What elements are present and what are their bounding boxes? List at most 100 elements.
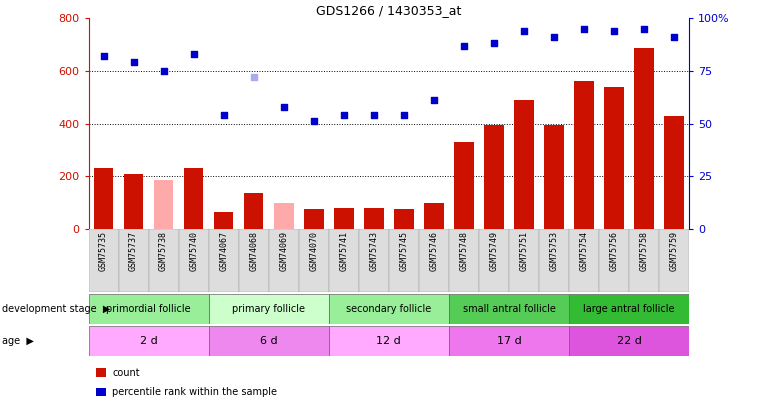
Bar bbox=[329, 294, 449, 324]
Text: 12 d: 12 d bbox=[377, 336, 401, 346]
Bar bbox=[304, 209, 323, 229]
Bar bbox=[539, 229, 569, 292]
Point bbox=[248, 74, 260, 81]
Text: GSM75756: GSM75756 bbox=[610, 231, 618, 271]
Text: GSM75737: GSM75737 bbox=[129, 231, 138, 271]
Bar bbox=[89, 326, 209, 356]
Point bbox=[428, 97, 440, 104]
Text: GSM75753: GSM75753 bbox=[550, 231, 558, 271]
Bar bbox=[544, 125, 564, 229]
Bar bbox=[149, 229, 179, 292]
Bar bbox=[239, 229, 269, 292]
Text: primary follicle: primary follicle bbox=[233, 304, 305, 314]
Bar bbox=[424, 202, 444, 229]
Bar bbox=[94, 168, 113, 229]
Point bbox=[608, 28, 621, 34]
Text: GSM75735: GSM75735 bbox=[99, 231, 108, 271]
Bar bbox=[299, 229, 329, 292]
Text: GSM74070: GSM74070 bbox=[310, 231, 318, 271]
Bar bbox=[209, 229, 239, 292]
Bar bbox=[89, 294, 209, 324]
Bar bbox=[569, 326, 689, 356]
Point bbox=[397, 112, 410, 118]
Text: GSM75738: GSM75738 bbox=[159, 231, 168, 271]
Point bbox=[188, 51, 200, 57]
Text: large antral follicle: large antral follicle bbox=[584, 304, 675, 314]
Point bbox=[307, 118, 320, 125]
Text: GSM75754: GSM75754 bbox=[580, 231, 588, 271]
Text: GSM75740: GSM75740 bbox=[189, 231, 198, 271]
Point bbox=[127, 59, 140, 66]
Text: development stage  ▶: development stage ▶ bbox=[2, 304, 110, 314]
Text: GSM75758: GSM75758 bbox=[640, 231, 648, 271]
Bar bbox=[179, 229, 209, 292]
Bar bbox=[184, 168, 203, 229]
Bar bbox=[604, 87, 624, 229]
Text: GSM75749: GSM75749 bbox=[490, 231, 498, 271]
Text: GSM75745: GSM75745 bbox=[400, 231, 408, 271]
Bar bbox=[394, 209, 413, 229]
Bar bbox=[329, 326, 449, 356]
Text: GSM74068: GSM74068 bbox=[249, 231, 258, 271]
Bar bbox=[209, 294, 329, 324]
Point bbox=[517, 28, 530, 34]
Bar bbox=[214, 212, 233, 229]
Point bbox=[488, 40, 500, 47]
Bar bbox=[629, 229, 659, 292]
Text: GSM74067: GSM74067 bbox=[219, 231, 228, 271]
Bar bbox=[569, 294, 689, 324]
Bar bbox=[124, 173, 143, 229]
Bar bbox=[569, 229, 599, 292]
Bar bbox=[334, 208, 353, 229]
Bar bbox=[484, 125, 504, 229]
Text: percentile rank within the sample: percentile rank within the sample bbox=[112, 387, 277, 397]
Bar bbox=[514, 100, 534, 229]
Point bbox=[277, 103, 290, 110]
Bar bbox=[599, 229, 629, 292]
Text: GSM75748: GSM75748 bbox=[460, 231, 468, 271]
Text: 22 d: 22 d bbox=[617, 336, 641, 346]
Text: GSM75743: GSM75743 bbox=[370, 231, 378, 271]
Bar bbox=[665, 115, 684, 229]
Point bbox=[157, 68, 169, 74]
Bar bbox=[269, 229, 299, 292]
Text: GSM75746: GSM75746 bbox=[430, 231, 438, 271]
Bar bbox=[274, 202, 293, 229]
Bar bbox=[89, 229, 119, 292]
Text: count: count bbox=[112, 368, 140, 377]
Text: small antral follicle: small antral follicle bbox=[463, 304, 555, 314]
Bar bbox=[454, 142, 474, 229]
Bar bbox=[574, 81, 594, 229]
Point bbox=[97, 53, 110, 60]
Bar bbox=[479, 229, 509, 292]
Bar bbox=[244, 193, 263, 229]
Text: GSM74069: GSM74069 bbox=[280, 231, 288, 271]
Bar bbox=[209, 326, 329, 356]
Text: primordial follicle: primordial follicle bbox=[106, 304, 191, 314]
Bar bbox=[329, 229, 359, 292]
Title: GDS1266 / 1430353_at: GDS1266 / 1430353_at bbox=[316, 4, 461, 17]
Bar bbox=[449, 229, 479, 292]
Bar bbox=[389, 229, 419, 292]
Text: secondary follicle: secondary follicle bbox=[346, 304, 431, 314]
Bar bbox=[119, 229, 149, 292]
Bar bbox=[154, 180, 173, 229]
Bar bbox=[509, 229, 539, 292]
Text: GSM75741: GSM75741 bbox=[340, 231, 348, 271]
Bar bbox=[634, 49, 654, 229]
Point bbox=[578, 26, 591, 32]
Bar bbox=[364, 208, 383, 229]
Bar bbox=[359, 229, 389, 292]
Text: age  ▶: age ▶ bbox=[2, 336, 33, 346]
Point bbox=[457, 43, 470, 49]
Bar bbox=[449, 326, 569, 356]
Point bbox=[337, 112, 350, 118]
Bar bbox=[419, 229, 449, 292]
Text: 6 d: 6 d bbox=[260, 336, 277, 346]
Point bbox=[548, 34, 561, 40]
Point bbox=[368, 112, 380, 118]
Text: GSM75759: GSM75759 bbox=[670, 231, 678, 271]
Text: 17 d: 17 d bbox=[497, 336, 521, 346]
Text: 2 d: 2 d bbox=[139, 336, 158, 346]
Point bbox=[668, 34, 681, 40]
